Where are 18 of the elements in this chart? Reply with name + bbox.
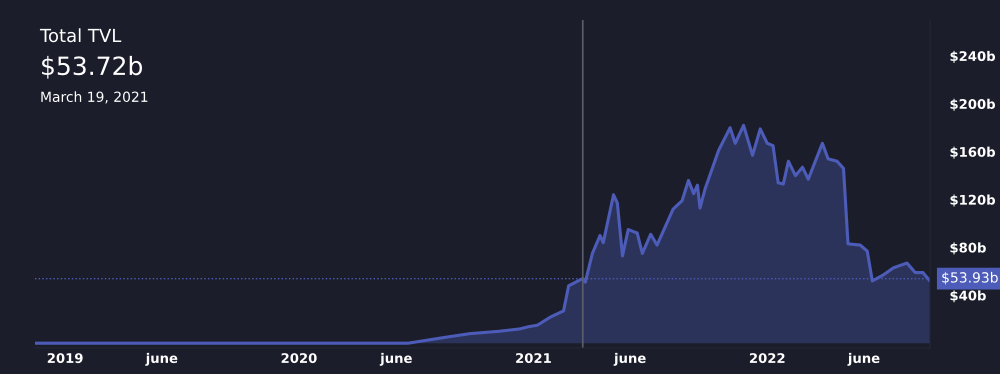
y-tick-label: $200b — [950, 98, 996, 111]
x-tick-label: june — [614, 352, 646, 366]
x-tick-label: june — [145, 352, 178, 366]
y-tick-label: $40b — [950, 290, 986, 302]
x-tick-label: 2019 — [48, 353, 83, 364]
ref-line-label: $53.93b — [942, 272, 998, 285]
y-tick-label: $160b — [950, 146, 996, 159]
y-tick-label: $240b — [950, 50, 996, 63]
y-tick-label: $120b — [950, 194, 996, 207]
chart-title: Total TVL — [40, 28, 122, 42]
text: $53.72b — [42, 56, 142, 79]
x-tick-label: 2021 — [516, 353, 551, 364]
x-tick-label: 2022 — [750, 353, 784, 364]
x-tick-label: june — [847, 352, 880, 366]
x-tick-label: 2020 — [282, 353, 317, 364]
x-tick-label: june — [380, 352, 412, 366]
y-tick-label: $80b — [950, 242, 986, 254]
annotation: March 19, 2021 — [41, 91, 148, 104]
